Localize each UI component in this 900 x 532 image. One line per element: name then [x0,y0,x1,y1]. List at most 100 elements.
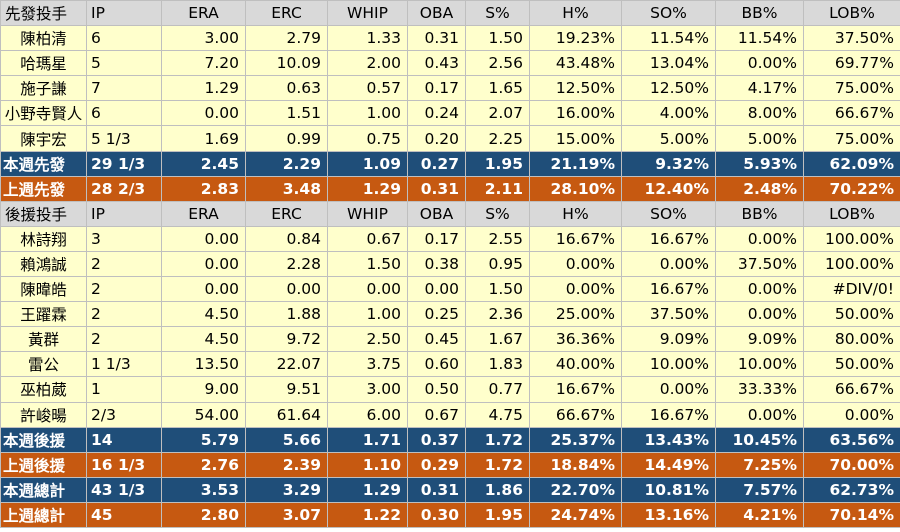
stat-cell: 13.16% [621,501,716,528]
stat-cell: 3.53 [161,476,246,503]
stat-cell: 5.00% [715,125,804,152]
stat-cell: 2 [86,276,162,303]
stat-cell: 62.73% [803,476,900,503]
stat-cell: 37.50% [715,250,804,278]
stat-cell: S% [465,0,530,27]
totals-this-week-row: 本週總計 43 1/3 3.53 3.29 1.29 0.31 1.86 22.70% 10.8… [0,476,900,503]
stat-cell: 8.00% [715,100,804,127]
stat-cell: 28 2/3 [86,175,162,202]
stat-cell: 66.67% [529,401,622,428]
stat-cell: 1.95 [465,150,530,177]
stat-cell: 1.88 [245,301,328,328]
stat-cell: 0.75 [327,125,408,152]
stat-cell: 6.00 [327,401,408,428]
stat-cell: OBA [407,0,466,27]
stat-cell: SO% [621,0,716,27]
relievers-header-row: 後援投手 IP ERA ERC WHIP OBA S% H% SO% BB% LOB% [0,200,900,227]
stat-cell: 0.30 [407,501,466,528]
stat-cell: 2.76 [161,451,246,478]
stat-cell: 2.39 [245,451,328,478]
stat-cell: SO% [621,200,716,227]
stat-cell: 4.17% [715,75,804,102]
stat-cell: 1.67 [465,326,530,353]
stat-cell: 0.00 [161,100,246,127]
row-label-cell: 本週後援 [0,426,87,453]
stat-cell: 3 [86,225,162,252]
stat-cell: 1.71 [327,426,408,453]
reliever-row: 王躍霖 2 4.50 1.88 1.00 0.25 2.36 25.00% 37.50% 0.00… [0,301,900,328]
row-label-cell: 施子謙 [0,75,87,102]
stat-cell: 9.51 [245,376,328,403]
stat-cell: 13.50 [161,351,246,378]
stat-cell: 0.38 [407,250,466,278]
stat-cell: 70.22% [803,175,900,202]
starter-row: 陳柏清 6 3.00 2.79 1.33 0.31 1.50 19.23% 11.54% 11.5… [0,25,900,52]
stat-cell: 0.27 [407,150,466,177]
row-label-cell: 後援投手 [0,200,87,227]
stat-cell: 1.29 [161,75,246,102]
stat-cell: 70.00% [803,451,900,478]
stat-cell: 2.00 [327,50,408,77]
stat-cell: 2.83 [161,175,246,202]
stat-cell: 10.81% [621,476,716,503]
stat-cell: 2.45 [161,150,246,177]
row-label-cell: 上週後援 [0,451,87,478]
stat-cell: 25.37% [529,426,622,453]
stat-cell: LOB% [803,200,900,227]
stat-cell: 0.00 [161,276,246,303]
stat-cell: 0.25 [407,301,466,328]
stat-cell: 1.00 [327,301,408,328]
stat-cell: 100.00% [803,250,900,278]
stat-cell: 43 1/3 [86,476,162,503]
row-label-cell: 黃群 [0,326,87,353]
stat-cell: 37.50% [621,301,716,328]
stat-cell: 15.00% [529,125,622,152]
stat-cell: 2 [86,250,162,278]
stat-cell: 0.00 [327,276,408,303]
stat-cell: 0.99 [245,125,328,152]
stat-cell: 0.00% [803,401,900,428]
starter-row: 陳宇宏 5 1/3 1.69 0.99 0.75 0.20 2.25 15.00% 5.00% 5… [0,125,900,152]
stat-cell: 1.22 [327,501,408,528]
stat-cell: 3.07 [245,501,328,528]
stat-cell: BB% [715,0,804,27]
stat-cell: 45 [86,501,162,528]
row-label-cell: 本週總計 [0,476,87,503]
stat-cell: 7.25% [715,451,804,478]
stat-cell: 2.48% [715,175,804,202]
stat-cell: 40.00% [529,351,622,378]
stat-cell: 1 [86,376,162,403]
stat-cell: 11.54% [715,25,804,52]
row-label-cell: 許峻暘 [0,401,87,428]
stat-cell: 21.19% [529,150,622,177]
starter-row: 施子謙 7 1.29 0.63 0.57 0.17 1.65 12.50% 12.50% 4.17… [0,75,900,102]
reliever-row: 陳暐皓 2 0.00 0.00 0.00 0.00 1.50 0.00% 16.67% 0.00%… [0,276,900,303]
stat-cell: 2.28 [245,250,328,278]
stat-cell: H% [529,0,622,27]
stat-cell: 0.24 [407,100,466,127]
stat-cell: 16.67% [621,401,716,428]
reliever-row: 黃群 2 4.50 9.72 2.50 0.45 1.67 36.36% 9.09% 9.09% 8… [0,326,900,353]
stat-cell: 75.00% [803,125,900,152]
row-label-cell: 雷公 [0,351,87,378]
stat-cell: 0.17 [407,75,466,102]
stat-cell: 3.00 [327,376,408,403]
stat-cell: H% [529,200,622,227]
stat-cell: 0.95 [465,250,530,278]
stat-cell: S% [465,200,530,227]
stat-cell: 54.00 [161,401,246,428]
stat-cell: 25.00% [529,301,622,328]
stat-cell: IP [86,0,162,27]
stat-cell: 2 [86,301,162,328]
stat-cell: 1.33 [327,25,408,52]
stat-cell: 9.32% [621,150,716,177]
stat-cell: 2.55 [465,225,530,252]
stat-cell: 2/3 [86,401,162,428]
stat-cell: 0.63 [245,75,328,102]
stat-cell: 0.31 [407,476,466,503]
row-label-cell: 陳柏清 [0,25,87,52]
stat-cell: 0.00 [245,276,328,303]
relievers-this-week-row: 本週後援 14 5.79 5.66 1.71 0.37 1.72 25.37% 13.43% 10… [0,426,900,453]
stat-cell: 3.48 [245,175,328,202]
